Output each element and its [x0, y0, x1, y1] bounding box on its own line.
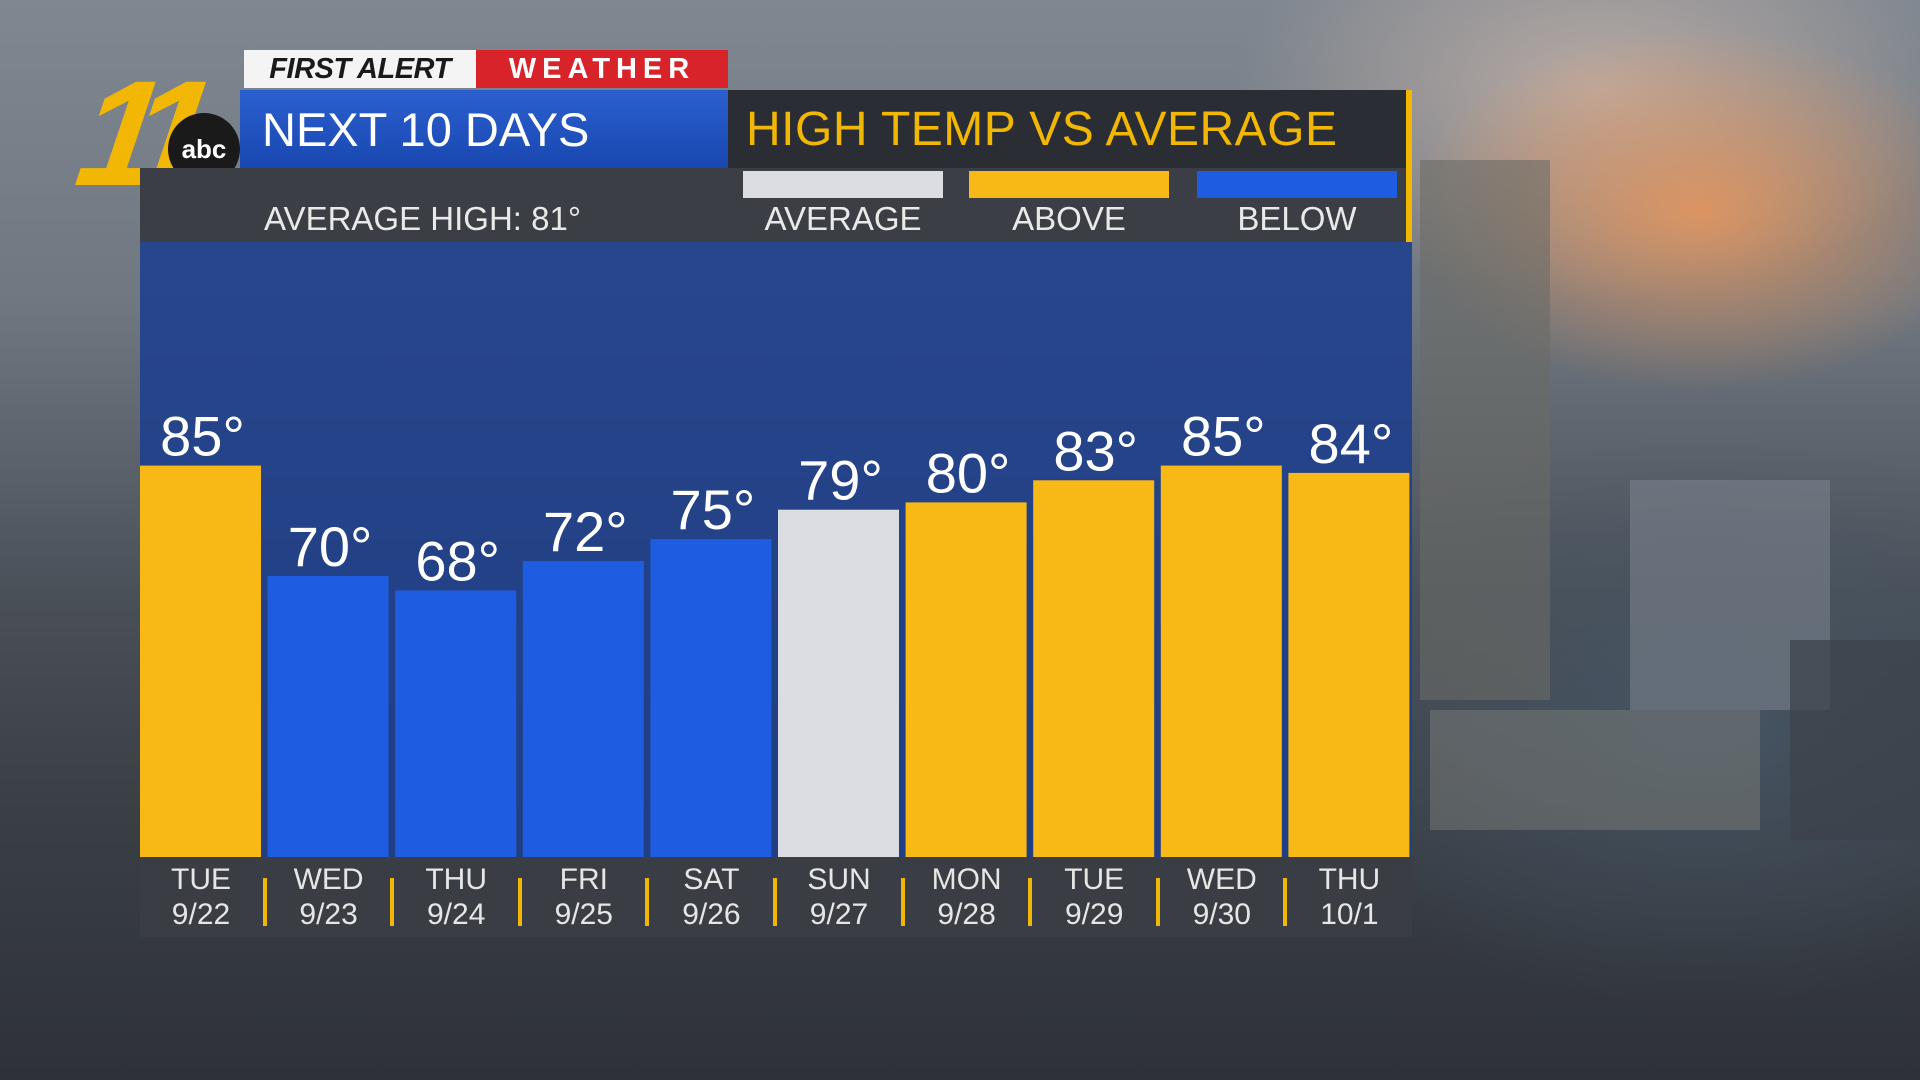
x-tick-label: WED 9/23 [267, 862, 391, 932]
bar-value-label: 84° [1309, 412, 1394, 475]
x-tick-date: 9/26 [682, 898, 741, 931]
x-tick-day: THU [1318, 863, 1381, 896]
x-tick-label: SAT 9/26 [649, 862, 773, 932]
x-tick-date: 9/29 [1064, 898, 1124, 931]
background-building [1790, 640, 1920, 840]
x-tick-day: FRI [559, 863, 608, 896]
x-tick-separator [1155, 878, 1160, 926]
x-tick-label: WED 9/30 [1160, 862, 1284, 932]
first-alert-banner: FIRST ALERT [244, 50, 476, 88]
x-tick-day: THU [425, 863, 488, 896]
x-tick-label: MON 9/28 [905, 862, 1029, 932]
x-tick-separator [1283, 878, 1288, 926]
x-tick-label: TUE 9/22 [139, 862, 263, 932]
weather-banner: WEATHER [476, 50, 728, 88]
x-tick-separator [262, 878, 267, 926]
bar-tue-9-29 [1033, 480, 1155, 857]
bar-sat-9-26 [650, 539, 772, 857]
bar-value-label: 72° [543, 500, 628, 563]
x-tick-date: 9/25 [554, 898, 613, 931]
x-tick-label: SUN 9/27 [777, 862, 901, 932]
accent-rule [1406, 90, 1412, 242]
average-high-label: AVERAGE HIGH: 81° [264, 200, 582, 237]
bar-sun-9-27 [778, 509, 899, 857]
x-tick-date: 10/1 [1320, 898, 1379, 931]
x-tick-day: TUE [171, 863, 231, 896]
bar-value-label: 79° [798, 449, 883, 512]
background-building [1420, 160, 1550, 700]
x-tick-separator [1028, 878, 1033, 926]
subtitle-panel [728, 90, 1410, 168]
bar-thu-10-1 [1288, 472, 1410, 857]
x-tick-day: SAT [683, 863, 740, 896]
background-building [1430, 710, 1760, 830]
chart-title: HIGH TEMP VS AVERAGE [746, 103, 1338, 156]
title-panel [240, 90, 728, 168]
x-tick-label: THU 9/24 [394, 862, 518, 932]
bar-value-label: 85° [160, 405, 245, 468]
x-tick-day: SUN [807, 863, 871, 896]
x-tick-separator [390, 878, 395, 926]
x-tick-label: THU 10/1 [1287, 862, 1411, 932]
x-tick-separator [645, 878, 650, 926]
x-tick-day: MON [931, 863, 1002, 896]
bar-value-label: 70° [288, 515, 373, 578]
bar-wed-9-23 [267, 575, 389, 857]
bar-fri-9-25 [522, 561, 644, 857]
legend-label-average: AVERAGE [764, 200, 922, 237]
bar-thu-9-24 [395, 590, 517, 857]
bar-value-label: 68° [415, 530, 500, 593]
legend-swatch-below [1197, 171, 1397, 198]
x-tick-separator [900, 878, 905, 926]
bar-value-label: 85° [1181, 405, 1266, 468]
x-tick-day: WED [1186, 863, 1257, 896]
page-title: NEXT 10 DAYS [262, 103, 590, 156]
x-tick-date: 9/24 [426, 898, 486, 931]
bar-wed-9-30 [1160, 465, 1282, 857]
bar-value-label: 80° [926, 441, 1011, 504]
x-tick-date: 9/23 [299, 898, 358, 931]
x-tick-label: FRI 9/25 [522, 862, 646, 932]
x-tick-date: 9/27 [809, 898, 869, 931]
x-tick-day: TUE [1064, 863, 1125, 896]
bar-value-label: 83° [1053, 419, 1138, 482]
legend-swatch-average [743, 171, 943, 198]
bar-tue-9-22 [140, 465, 261, 857]
legend-swatch-above [969, 171, 1169, 198]
x-tick-separator [517, 878, 522, 926]
legend-label-above: ABOVE [1012, 200, 1126, 237]
x-tick-separator [773, 878, 777, 926]
x-tick-date: 9/30 [1192, 898, 1251, 931]
x-tick-date: 9/22 [171, 898, 231, 931]
x-tick-date: 9/28 [937, 898, 996, 931]
legend-label-below: BELOW [1237, 200, 1357, 237]
x-tick-day: WED [293, 863, 364, 896]
bar-value-label: 75° [671, 478, 756, 541]
x-tick-label: TUE 9/29 [1032, 862, 1156, 932]
bar-mon-9-28 [905, 502, 1027, 857]
